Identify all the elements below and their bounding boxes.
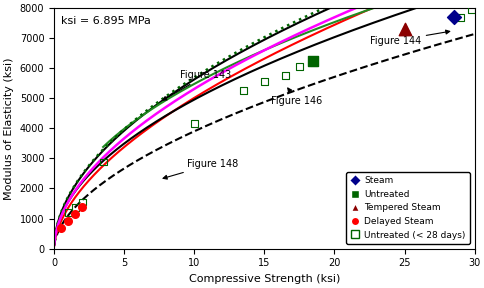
Point: [295, 65, 302, 69]
Point: [71, 212, 79, 216]
Point: [57, 226, 65, 230]
Point: [456, 15, 464, 20]
Point: [260, 79, 268, 84]
Point: [281, 73, 288, 78]
Text: ksi = 6.895 MPa: ksi = 6.895 MPa: [61, 16, 151, 26]
Point: [64, 218, 72, 223]
Text: Figure 144: Figure 144: [369, 30, 449, 46]
Point: [309, 59, 317, 64]
Point: [190, 122, 198, 126]
Point: [309, 60, 317, 65]
Point: [78, 200, 86, 204]
Point: [99, 160, 107, 164]
Text: Figure 148: Figure 148: [163, 159, 238, 179]
Text: Figure 143: Figure 143: [162, 70, 231, 100]
Point: [64, 210, 72, 215]
Point: [467, 7, 475, 12]
Text: Figure 146: Figure 146: [271, 88, 322, 106]
Point: [239, 88, 247, 93]
Legend: Steam, Untreated, Tempered Steam, Delayed Steam, Untreated (< 28 days): Steam, Untreated, Tempered Steam, Delaye…: [346, 172, 469, 244]
Point: [400, 27, 408, 31]
Point: [78, 205, 86, 209]
Y-axis label: Modulus of Elasticity (ksi): Modulus of Elasticity (ksi): [4, 57, 14, 200]
X-axis label: Compressive Strength (ksi): Compressive Strength (ksi): [188, 274, 339, 284]
Point: [449, 15, 456, 20]
Point: [71, 205, 79, 209]
